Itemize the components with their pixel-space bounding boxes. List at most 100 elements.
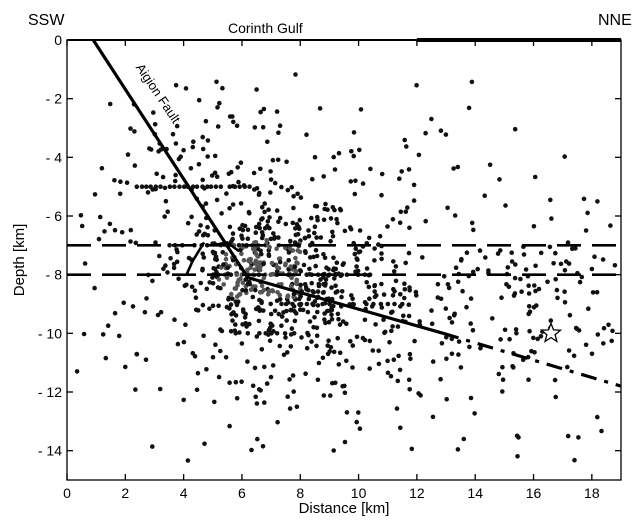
earthquake-event <box>342 390 348 396</box>
earthquake-event <box>326 319 332 325</box>
earthquake-event <box>185 220 191 226</box>
earthquake-event <box>295 248 301 253</box>
earthquake-event <box>268 169 273 174</box>
earthquake-event <box>205 224 210 230</box>
earthquake-event <box>297 217 303 223</box>
earthquake-event <box>390 217 396 222</box>
earthquake-event <box>409 446 415 452</box>
earthquake-event <box>269 260 275 266</box>
earthquake-event <box>261 106 267 112</box>
earthquake-event <box>407 288 413 293</box>
earthquake-event <box>142 309 148 315</box>
earthquake-event <box>329 285 334 290</box>
earthquake-event <box>571 353 577 359</box>
earthquake-event <box>349 149 354 154</box>
earthquake-event <box>315 377 321 383</box>
earthquake-event <box>538 250 544 256</box>
earthquake-event <box>261 287 267 293</box>
earthquake-event <box>183 86 189 91</box>
earthquake-event <box>590 290 596 295</box>
earthquake-event <box>403 209 409 215</box>
earthquake-event <box>311 254 316 260</box>
earthquake-event <box>394 406 400 411</box>
earthquake-event <box>526 377 531 383</box>
earthquake-event <box>107 221 113 227</box>
earthquake-event <box>329 316 335 322</box>
earthquake-event <box>270 288 275 293</box>
earthquake-event <box>589 266 595 272</box>
earthquake-event <box>376 242 381 247</box>
earthquake-event <box>163 198 169 204</box>
earthquake-event <box>173 82 179 88</box>
earthquake-event <box>260 125 266 130</box>
earthquake-event <box>352 251 358 257</box>
earthquake-event <box>469 79 475 85</box>
earthquake-event <box>402 137 408 143</box>
earthquake-event <box>96 236 102 242</box>
earthquake-event <box>218 327 223 332</box>
earthquake-event <box>196 162 202 167</box>
earthquake-event <box>563 259 569 264</box>
earthquake-event <box>258 388 263 393</box>
earthquake-event <box>393 264 399 269</box>
earthquake-event <box>170 131 176 137</box>
earthquake-event <box>207 306 212 312</box>
earthquake-event <box>456 352 461 357</box>
earthquake-event <box>239 379 244 385</box>
y-axis-title: Depth [km] <box>11 224 28 297</box>
earthquake-event <box>97 214 103 220</box>
plot-frame <box>66 39 622 481</box>
annotations: SSW NNE Corinth Gulf Aigion Fault Distan… <box>11 12 632 517</box>
earthquake-event <box>373 322 378 327</box>
earthquake-event <box>293 226 298 231</box>
earthquake-event <box>400 301 405 307</box>
earthquake-event <box>357 147 362 153</box>
earthquake-event <box>350 365 355 370</box>
y-tick-label: 0 <box>54 32 62 48</box>
earthquake-event <box>213 256 218 262</box>
earthquake-event <box>203 201 209 206</box>
earthquake-event <box>157 386 163 392</box>
earthquake-event <box>196 229 202 234</box>
earthquake-event <box>213 342 218 348</box>
earthquake-event <box>445 282 451 287</box>
earthquake-event <box>538 334 544 339</box>
earthquake-event <box>287 377 292 382</box>
earthquake-event <box>128 126 133 131</box>
earthquake-event <box>265 219 271 224</box>
earthquake-event <box>194 184 200 189</box>
earthquake-event <box>242 184 247 189</box>
earthquake-event <box>238 160 244 165</box>
earthquake-event <box>548 197 553 203</box>
earthquake-event <box>366 235 372 241</box>
earthquake-event <box>259 251 264 257</box>
earthquake-event <box>245 227 251 233</box>
earthquake-event <box>196 97 202 103</box>
earthquake-event <box>148 184 153 189</box>
earthquake-event <box>133 240 139 246</box>
earthquake-event <box>253 230 259 235</box>
earthquake-event <box>201 255 207 260</box>
earthquake-event <box>297 296 302 302</box>
earthquake-event <box>279 184 284 190</box>
earthquake-event <box>393 278 399 284</box>
earthquake-event <box>262 209 267 215</box>
earthquake-event <box>407 387 413 392</box>
earthquake-event <box>283 221 289 227</box>
earthquake-event <box>262 364 267 370</box>
earthquake-event <box>209 173 215 178</box>
earthquake-event <box>195 370 201 376</box>
earthquake-event <box>181 147 186 153</box>
earthquake-event <box>612 263 618 268</box>
earthquake-event <box>322 255 328 261</box>
earthquake-event <box>600 257 606 262</box>
earthquake-event <box>307 255 313 260</box>
earthquake-event <box>514 433 520 439</box>
earthquake-event <box>281 310 286 315</box>
earthquake-event <box>128 227 134 233</box>
earthquake-event <box>314 325 320 331</box>
earthquake-event <box>291 331 297 336</box>
earthquake-event <box>231 119 236 125</box>
earthquake-event <box>487 162 493 168</box>
